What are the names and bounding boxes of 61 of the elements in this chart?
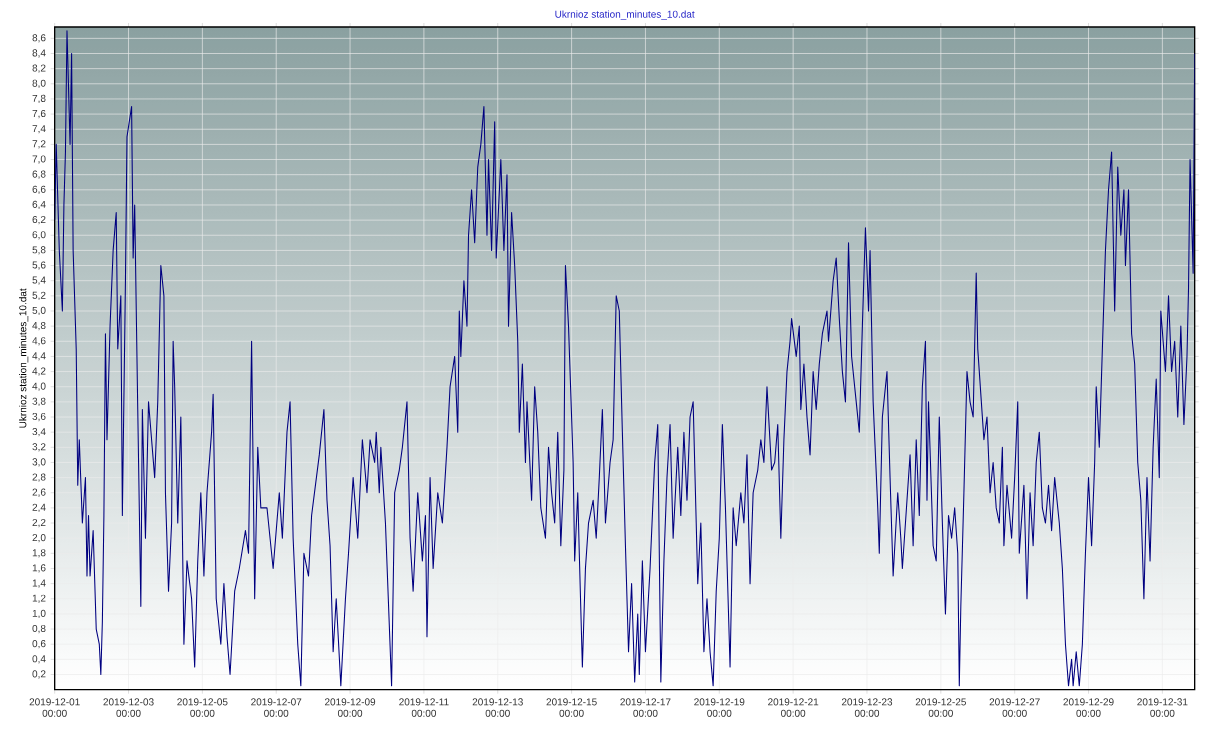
y-tick-label: 3,8 <box>32 397 46 406</box>
y-tick-label: 6,6 <box>32 185 46 194</box>
y-tick-label: 0,6 <box>32 640 46 649</box>
y-tick-label: 8,0 <box>32 79 46 88</box>
y-tick-label: 7,8 <box>32 94 46 104</box>
x-tick-label: 2019-12-19 00:00 <box>694 698 745 717</box>
y-tick-label: 2,4 <box>32 503 46 513</box>
y-tick-label: 1,4 <box>32 579 46 588</box>
y-tick-label: 6,2 <box>32 215 46 225</box>
y-tick-label: 7,6 <box>32 109 46 119</box>
y-tick-label: 4,2 <box>32 367 46 376</box>
y-tick-label: 5,2 <box>32 291 46 300</box>
y-tick-label: 4,8 <box>32 322 46 331</box>
y-tick-label: 5,4 <box>32 276 46 285</box>
y-tick-label: 4,6 <box>32 337 46 346</box>
y-tick-label: 3,2 <box>32 443 46 452</box>
x-tick-label: 2019-12-11 00:00 <box>399 698 449 717</box>
y-tick-label: 8,6 <box>32 34 46 43</box>
x-tick-label: 2019-12-09 00:00 <box>324 698 376 717</box>
x-tick-label: 2019-12-05 00:00 <box>177 698 228 717</box>
y-tick-label: 5,0 <box>32 306 46 316</box>
y-tick-label: 1,6 <box>32 564 46 573</box>
y-tick-label: 7,4 <box>32 125 46 134</box>
chart-title: Ukrnioz station_minutes_10.dat <box>555 10 695 20</box>
y-tick-label: 2,6 <box>32 488 46 497</box>
x-tick-label: 2019-12-31 00:00 <box>1137 698 1188 717</box>
y-tick-label: 2,0 <box>32 534 46 543</box>
y-tick-label: 6,4 <box>32 200 46 210</box>
y-tick-label: 0,4 <box>32 655 46 664</box>
x-tick-label: 2019-12-15 00:00 <box>546 698 597 717</box>
x-tick-label: 2019-12-07 00:00 <box>251 698 302 717</box>
y-tick-label: 8,4 <box>32 49 46 58</box>
y-axis-title: Ukrnioz station_minutes_10.dat <box>19 288 29 428</box>
y-tick-label: 3,6 <box>32 412 46 422</box>
x-tick-label: 2019-12-13 00:00 <box>472 698 523 717</box>
y-tick-label: 6,0 <box>32 231 46 240</box>
y-tick-label: 5,8 <box>32 246 46 255</box>
y-tick-label: 3,0 <box>32 458 46 467</box>
y-tick-label: 8,2 <box>32 64 46 73</box>
y-tick-label: 5,6 <box>32 261 46 270</box>
y-tick-label: 1,0 <box>32 609 46 619</box>
y-tick-label: 4,0 <box>32 382 46 391</box>
y-tick-label: 6,8 <box>32 170 46 179</box>
x-tick-label: 2019-12-23 00:00 <box>841 698 893 717</box>
x-tick-label: 2019-12-17 00:00 <box>620 698 671 717</box>
y-tick-label: 4,4 <box>32 352 46 361</box>
x-tick-label: 2019-12-03 00:00 <box>103 698 154 717</box>
y-tick-label: 1,8 <box>32 549 46 558</box>
x-tick-label: 2019-12-25 00:00 <box>915 698 966 717</box>
y-tick-label: 0,2 <box>32 670 46 679</box>
x-tick-label: 2019-12-29 00:00 <box>1063 698 1114 717</box>
y-tick-label: 7,0 <box>32 155 46 164</box>
y-tick-label: 3,4 <box>32 428 46 437</box>
y-tick-label: 1,2 <box>32 594 46 603</box>
x-tick-label: 2019-12-01 00:00 <box>29 698 80 717</box>
y-tick-label: 2,8 <box>32 473 46 482</box>
x-tick-label: 2019-12-27 00:00 <box>989 698 1040 717</box>
x-tick-label: 2019-12-21 00:00 <box>768 698 819 717</box>
y-tick-label: 0,8 <box>32 624 46 634</box>
y-tick-label: 7,2 <box>32 140 46 149</box>
y-tick-label: 2,2 <box>32 518 46 528</box>
